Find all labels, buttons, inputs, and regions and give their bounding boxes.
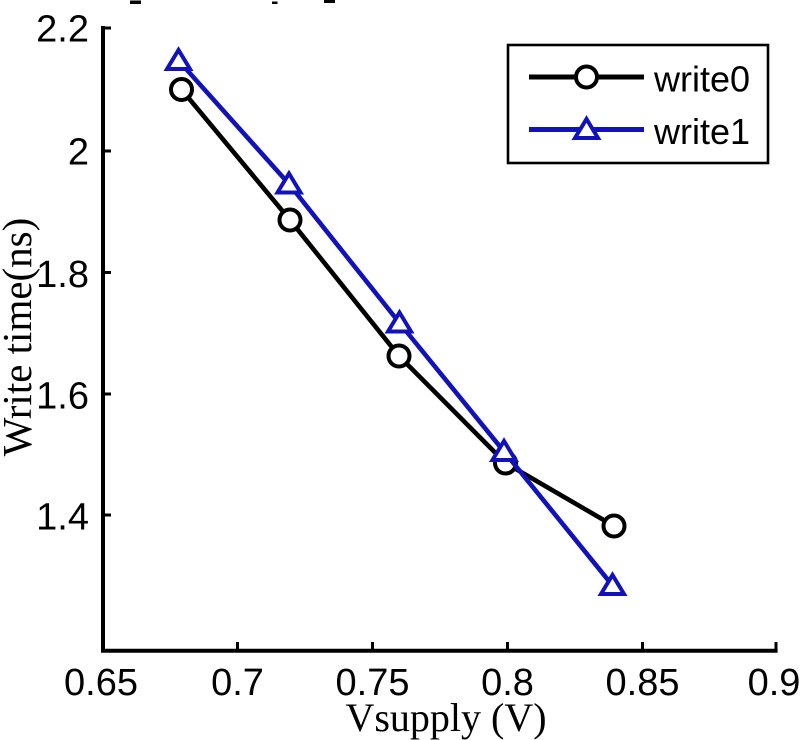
svg-text:2: 2 — [68, 132, 89, 174]
svg-text:1.6: 1.6 — [36, 376, 89, 418]
svg-text:Write time(ns): Write time(ns) — [0, 218, 40, 457]
svg-text:0.65: 0.65 — [64, 662, 138, 704]
svg-text:0.7: 0.7 — [211, 662, 264, 704]
svg-text:write1: write1 — [653, 111, 750, 152]
svg-text:0.75: 0.75 — [336, 662, 410, 704]
svg-text:write0: write0 — [653, 59, 750, 100]
svg-text:2.2: 2.2 — [36, 9, 89, 51]
svg-text:0.85: 0.85 — [606, 662, 680, 704]
svg-text:0.9: 0.9 — [748, 662, 800, 704]
svg-text:0.8: 0.8 — [481, 662, 534, 704]
svg-text:1.8: 1.8 — [36, 254, 89, 296]
svg-text:1.4: 1.4 — [36, 497, 89, 539]
svg-text:Vsupply (V): Vsupply (V) — [345, 695, 546, 740]
